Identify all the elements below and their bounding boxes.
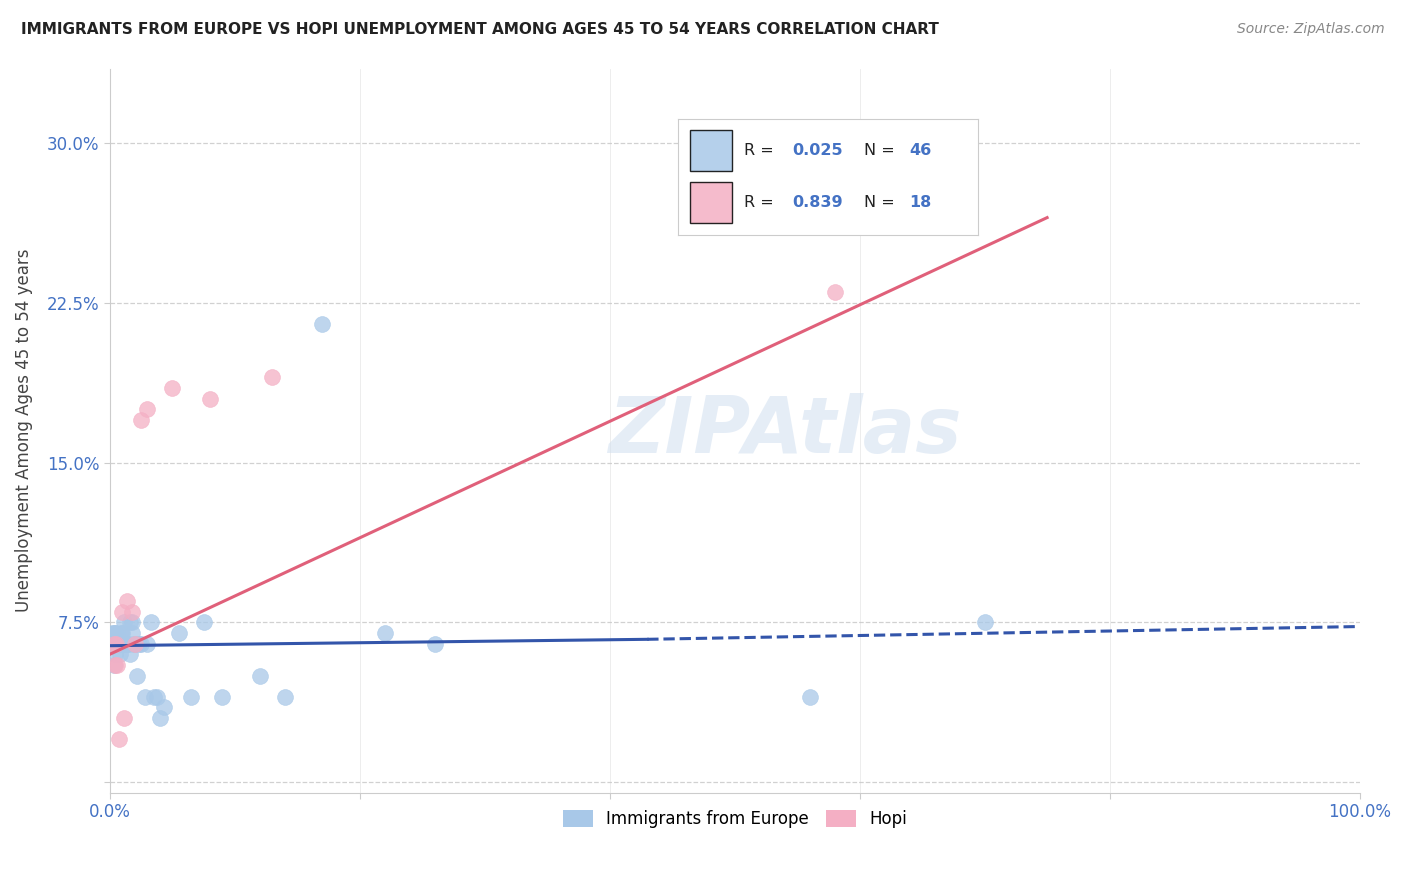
Point [811, 136, 834, 150]
Point [152, 700, 174, 714]
Point [121, 626, 143, 640]
Point [105, 636, 128, 650]
Legend: Immigrants from Europe, Hopi: Immigrants from Europe, Hopi [557, 804, 914, 835]
Point [104, 647, 127, 661]
Point [249, 668, 271, 682]
Point [146, 690, 169, 704]
Point [274, 690, 297, 704]
Point [111, 636, 134, 650]
Point [107, 732, 129, 747]
Point [180, 690, 202, 704]
Point [103, 636, 125, 650]
Y-axis label: Unemployment Among Ages 45 to 54 years: Unemployment Among Ages 45 to 54 years [15, 249, 32, 612]
Point [162, 381, 184, 395]
Point [111, 605, 134, 619]
Point [127, 668, 149, 682]
Point [121, 605, 143, 619]
Point [105, 636, 128, 650]
Point [141, 615, 163, 630]
Point [103, 636, 125, 650]
Point [149, 711, 172, 725]
Point [129, 413, 152, 427]
Point [108, 647, 131, 661]
Point [101, 636, 124, 650]
Point [193, 615, 215, 630]
Point [118, 647, 141, 661]
Point [136, 636, 159, 650]
Text: IMMIGRANTS FROM EUROPE VS HOPI UNEMPLOYMENT AMONG AGES 45 TO 54 YEARS CORRELATIO: IMMIGRANTS FROM EUROPE VS HOPI UNEMPLOYM… [21, 22, 939, 37]
Point [167, 626, 190, 640]
Point [973, 615, 995, 630]
Point [105, 626, 128, 640]
Point [118, 615, 141, 630]
Point [117, 636, 139, 650]
Point [128, 636, 150, 650]
Point [799, 690, 821, 704]
Point [121, 615, 143, 630]
Point [374, 626, 396, 640]
Point [117, 594, 139, 608]
Point [124, 636, 146, 650]
Point [112, 615, 135, 630]
Point [311, 317, 333, 331]
Point [134, 690, 156, 704]
Point [824, 285, 846, 300]
Point [112, 711, 135, 725]
Point [129, 636, 152, 650]
Point [107, 636, 129, 650]
Point [115, 636, 138, 650]
Text: ZIPAtlas: ZIPAtlas [607, 392, 962, 468]
Point [122, 636, 145, 650]
Point [103, 626, 125, 640]
Point [107, 657, 129, 672]
Point [142, 690, 165, 704]
Point [124, 636, 146, 650]
Point [101, 626, 124, 640]
Point [118, 636, 141, 650]
Point [110, 626, 132, 640]
Point [103, 657, 125, 672]
Point [104, 626, 127, 640]
Point [262, 370, 284, 384]
Point [104, 657, 127, 672]
Point [799, 168, 821, 182]
Point [423, 636, 446, 650]
Point [111, 626, 134, 640]
Point [114, 636, 136, 650]
Text: Source: ZipAtlas.com: Source: ZipAtlas.com [1237, 22, 1385, 37]
Point [211, 690, 233, 704]
Point [107, 636, 129, 650]
Point [136, 402, 159, 417]
Point [198, 392, 221, 406]
